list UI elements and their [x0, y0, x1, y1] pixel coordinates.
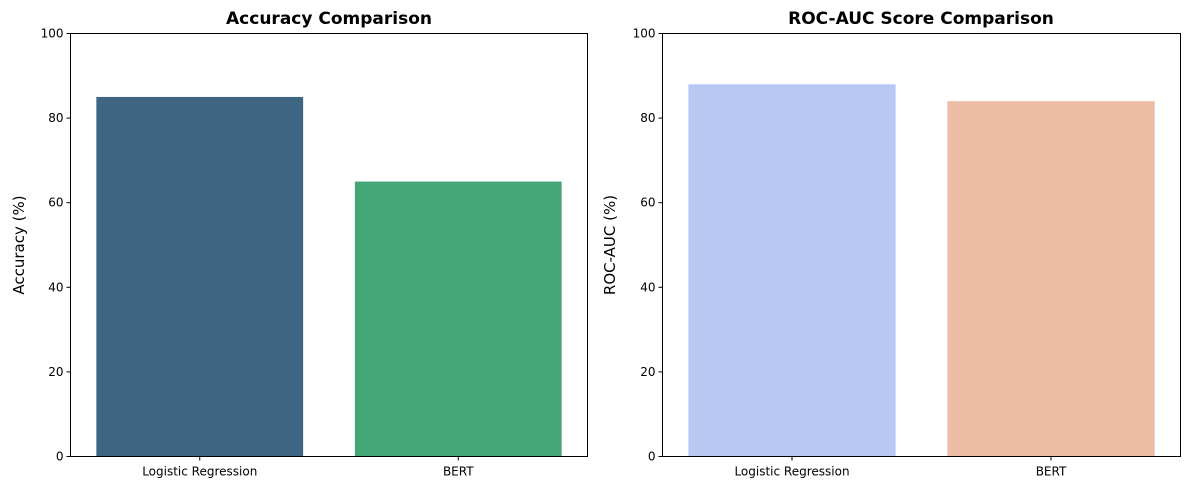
y-tick-label: 40 — [640, 280, 655, 294]
roc-auc-chart: ROC-AUC Score Comparison ROC-AUC (%) 0 20… — [601, 9, 1181, 479]
x-tick-label: Logistic Regression — [142, 465, 257, 479]
y-tick-label: 40 — [48, 280, 63, 294]
x-ticks: Logistic Regression BERT — [734, 456, 1067, 479]
x-tick-label: BERT — [1036, 465, 1067, 479]
y-tick-label: 20 — [640, 365, 655, 379]
bar-bert — [354, 181, 562, 457]
accuracy-chart: Accuracy Comparison Accuracy (%) 0 20 40 60… — [10, 9, 588, 479]
y-axis-label: Accuracy (%) — [10, 195, 28, 294]
y-tick-label: 100 — [41, 27, 64, 41]
y-tick-label: 0 — [648, 450, 656, 464]
bar-bert — [947, 101, 1155, 457]
plot-frame — [662, 33, 1181, 457]
x-tick-label: Logistic Regression — [734, 465, 849, 479]
chart-title: ROC-AUC Score Comparison — [788, 9, 1054, 29]
y-tick-label: 80 — [640, 111, 655, 125]
y-tick-label: 80 — [48, 111, 63, 125]
y-axis-label: ROC-AUC (%) — [601, 195, 619, 295]
y-tick-label: 60 — [640, 196, 655, 210]
y-tick-label: 60 — [48, 196, 63, 210]
y-tick-label: 0 — [56, 450, 64, 464]
y-ticks: 0 20 40 60 80 100 — [41, 27, 71, 464]
bars — [688, 84, 1155, 457]
chart-title: Accuracy Comparison — [226, 9, 432, 29]
y-ticks: 0 20 40 60 80 100 — [633, 27, 663, 464]
y-tick-label: 20 — [48, 365, 63, 379]
x-tick-label: BERT — [443, 465, 474, 479]
bar-logistic-regression — [688, 84, 896, 457]
x-ticks: Logistic Regression BERT — [142, 456, 474, 479]
plot-frame — [70, 33, 588, 457]
bars — [96, 96, 562, 457]
y-tick-label: 100 — [633, 27, 656, 41]
bar-logistic-regression — [96, 96, 304, 457]
